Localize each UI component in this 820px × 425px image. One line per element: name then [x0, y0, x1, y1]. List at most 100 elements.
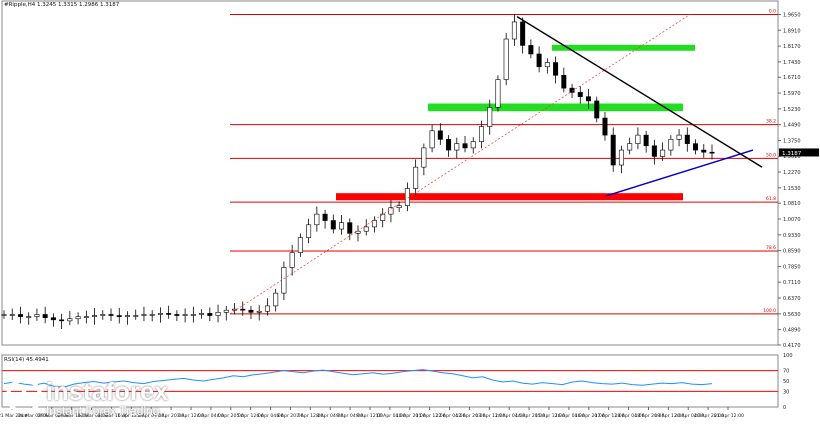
candle-body — [59, 319, 65, 322]
x-tick-label: 18 Apr 20:00 — [634, 413, 664, 419]
current-price-badge — [779, 148, 819, 157]
candle-body — [232, 308, 238, 311]
candle-body — [701, 149, 707, 153]
candle-body — [26, 316, 32, 318]
price-panel-frame — [1, 0, 779, 346]
candle-body — [511, 21, 517, 40]
x-tick-label: 20 Apr 04:00 — [674, 413, 704, 419]
y-tick-label: 1.1530 — [783, 186, 801, 192]
x-tick-label: 9 Apr 12:00 — [356, 413, 383, 419]
x-tick-label: 11 Apr 12:00 — [416, 413, 446, 419]
support-trendline — [605, 149, 754, 197]
x-tick-label: 16 Apr 04:00 — [555, 413, 585, 419]
candle-body — [643, 134, 649, 147]
candle-body — [553, 62, 559, 76]
x-tick-label: 20 Apr 20:00 — [694, 413, 724, 419]
candle-body — [651, 145, 657, 157]
candle-body — [166, 313, 172, 315]
rsi-tick-label: 70 — [783, 369, 789, 375]
candle-body — [437, 130, 443, 140]
x-tick-label: 2 Apr 20:00 — [157, 413, 184, 419]
candle-body — [116, 315, 122, 317]
fib-diagonal-line — [229, 14, 691, 315]
resistance-zone — [428, 103, 683, 112]
candle-body — [520, 21, 526, 46]
candle-body — [306, 224, 312, 238]
candle-body — [314, 213, 320, 226]
y-tick-label: 0.7110 — [783, 280, 801, 286]
candle-body — [495, 79, 501, 108]
x-tick-label: 19 Apr 12:00 — [654, 413, 684, 419]
x-tick-label: 4 Apr 20:00 — [217, 413, 244, 419]
candle-body — [404, 188, 410, 206]
x-tick-label: 2 Apr 04:00 — [137, 413, 164, 419]
candle-body — [199, 313, 205, 315]
x-tick-label: 18 Apr 04:00 — [615, 413, 645, 419]
x-tick-label: 4 Apr 04:00 — [197, 413, 224, 419]
x-tick-label: 28 Mar 08:00 — [18, 413, 49, 419]
x-tick-label: 6 Apr 20:00 — [276, 413, 303, 419]
x-tick-label: 29 Mar 00:00 — [38, 413, 69, 419]
candle-body — [396, 205, 402, 209]
candle-body — [487, 107, 493, 127]
candle-body — [264, 305, 270, 312]
candle-body — [610, 134, 616, 166]
candle-body — [75, 316, 81, 320]
y-tick-label: 0.8590 — [783, 249, 801, 255]
resistance-trendline — [516, 16, 763, 168]
y-tick-label: 1.0810 — [783, 201, 801, 207]
candle-body — [42, 314, 48, 318]
candle-body — [339, 222, 345, 230]
fib-level-label: 0.0 — [769, 8, 776, 14]
y-tick-label: 1.5230 — [783, 107, 801, 113]
candle-body — [223, 309, 229, 313]
candle-body — [100, 314, 106, 316]
x-tick-label: 17 Apr 12:00 — [595, 413, 625, 419]
candle-body — [174, 314, 180, 316]
candle-body — [668, 139, 674, 151]
candle-body — [577, 92, 583, 97]
candle-body — [256, 310, 262, 313]
support-zone — [336, 193, 683, 201]
y-tick-label: 1.4490 — [783, 123, 801, 129]
y-tick-label: 1.5970 — [783, 91, 801, 97]
candle-body — [627, 143, 633, 151]
x-tick-label: 21 Apr 12:00 — [714, 413, 744, 419]
fib-level-label: 78.6 — [766, 245, 776, 251]
candle-body — [660, 149, 666, 157]
x-tick-label: 8 Apr 04:00 — [316, 413, 343, 419]
candle-body — [693, 143, 699, 151]
candle-body — [618, 149, 624, 166]
rsi-tick-label: 0 — [783, 405, 786, 411]
fib-level-label: 38.2 — [766, 119, 776, 125]
candle-body — [462, 143, 468, 149]
y-tick-label: 0.5630 — [783, 312, 801, 318]
y-tick-label: 1.3750 — [783, 138, 801, 144]
x-tick-label: 10 Apr 04:00 — [376, 413, 406, 419]
candle-body — [108, 314, 114, 316]
x-tick-label: 10 Apr 20:00 — [396, 413, 426, 419]
x-tick-label: 7 Apr 12:00 — [296, 413, 323, 419]
candle-body — [602, 117, 608, 136]
candle-body — [676, 134, 682, 140]
candle-body — [421, 147, 427, 168]
x-tick-label: 14 Apr 20:00 — [515, 413, 545, 419]
candle-body — [182, 314, 188, 316]
candle-body — [67, 318, 73, 322]
rsi-tick-label: 30 — [783, 389, 789, 395]
candle-body — [83, 316, 89, 318]
y-tick-label: 1.3010 — [783, 154, 801, 160]
candle-body — [388, 207, 394, 215]
instaforex-logo-icon — [6, 378, 42, 414]
candle-body — [594, 100, 600, 119]
candle-body — [429, 130, 435, 149]
candle-body — [273, 292, 279, 307]
candle-body — [528, 45, 534, 55]
chart-title: #Ripple,H4 1.3245 1.3315 1.2986 1.3187 — [4, 2, 120, 8]
candle-body — [380, 213, 386, 221]
candle-body — [322, 213, 328, 221]
candle-body — [561, 75, 567, 89]
x-tick-label: 16 Apr 20:00 — [575, 413, 605, 419]
candle-body — [1, 314, 7, 316]
